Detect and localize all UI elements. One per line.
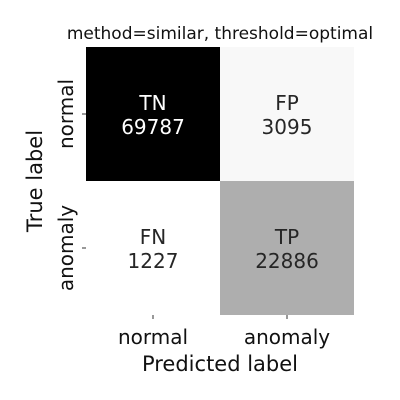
cell-value-fp: 3095 — [262, 115, 313, 139]
cell-value-tn: 69787 — [121, 115, 185, 139]
cell-value-tp: 22886 — [255, 249, 319, 273]
chart-title: method=similar, threshold=optimal — [67, 24, 373, 44]
y-axis-label: True label — [23, 130, 47, 233]
y-tick-label-normal: normal — [54, 79, 78, 149]
cell-value-fn: 1227 — [128, 249, 179, 273]
heatmap-cell-tp — [220, 181, 354, 315]
heatmap-cell-tn — [86, 47, 220, 181]
x-tick-label-anomaly: anomaly — [244, 325, 330, 349]
y-tick-label-anomaly: anomaly — [54, 205, 78, 291]
cell-label-tp: TP — [274, 225, 299, 249]
axis-ticks: normal anomaly normal anomaly — [54, 79, 330, 349]
cell-label-tn: TN — [138, 91, 166, 115]
x-tick-label-normal: normal — [118, 325, 188, 349]
heatmap-cell-fn — [86, 181, 220, 315]
cell-label-fn: FN — [140, 225, 166, 249]
heatmap-cell-fp — [220, 47, 354, 181]
x-axis-label: Predicted label — [142, 352, 298, 376]
cell-label-fp: FP — [275, 91, 299, 115]
